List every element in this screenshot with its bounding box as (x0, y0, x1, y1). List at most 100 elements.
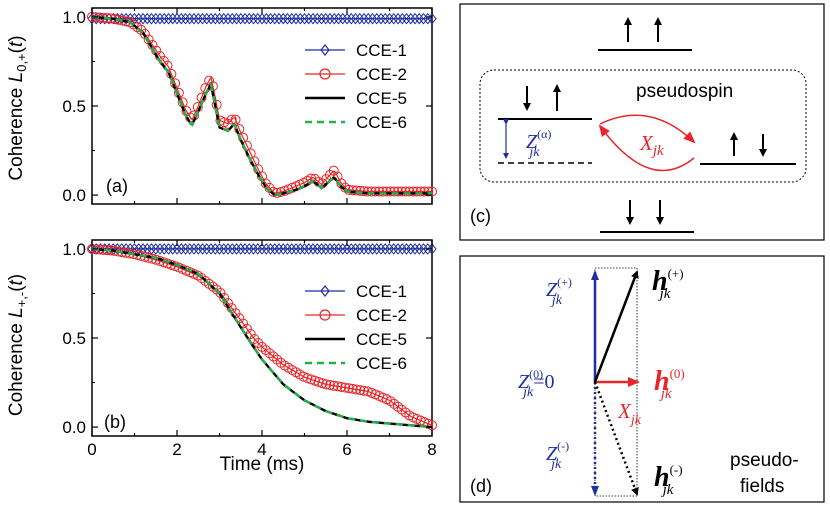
panel-a-series-cce-1-point (185, 12, 195, 25)
panel-b-series-cce-1-point (176, 243, 186, 255)
panel-b-series-cce-1-point (287, 243, 297, 255)
panel-b-legend-marker (320, 285, 330, 297)
panel-a-series-cce-2-point (268, 186, 279, 197)
panel-a-legend-label: CCE-2 (356, 65, 407, 84)
panel-b-series-cce-1-point (193, 243, 203, 255)
panel-d-label: (d) (470, 476, 492, 496)
panel-b-series-cce-2-point (215, 287, 226, 298)
panel-a-series-cce-1-point (223, 12, 233, 25)
panel-a-series-cce-2-point (404, 186, 415, 197)
panel-c-diagram: Z(α) jk Xjk pseudospin (c) (459, 3, 825, 241)
panel-b-series-cce-1-point (240, 243, 250, 255)
panel-b-series-cce-1-point (236, 243, 246, 255)
panel-a-series-cce-1-point (227, 12, 237, 25)
panel-a-label: (a) (106, 176, 128, 196)
panel-b-series-cce-1-point (372, 243, 382, 255)
panel-b-series-cce-2-point (393, 401, 403, 412)
panel-c-frame (459, 3, 825, 241)
panel-b-xtick-label: 4 (257, 440, 266, 459)
panel-b-plot-area (87, 243, 437, 431)
panel-a-series-cce-1-point (295, 12, 305, 25)
panel-a-series-cce-1-point (346, 12, 356, 25)
panel-a-ytick-label: 0.5 (62, 97, 86, 116)
panel-b-series-cce-2-point (321, 379, 332, 390)
panel-a-series-cce-2-point (204, 75, 215, 86)
panel-b-series-cce-2-point (351, 384, 362, 395)
panel-a-legend: CCE-1 CCE-2 CCE-5 CCE-6 (305, 41, 407, 132)
panel-b-xlabel: Time (ms) (220, 454, 305, 475)
panel-a-series-cce-1-point (155, 12, 165, 25)
panel-a-series-cce-1-point (321, 12, 331, 25)
panel-a-series-cce-2-point (427, 186, 437, 197)
panel-b-legend-label: CCE-6 (356, 354, 407, 373)
panel-a-series-cce-1-point (210, 12, 220, 25)
panel-b-series-cce-2-point (389, 398, 400, 409)
panel-a-series-cce-1-point (282, 12, 293, 25)
panel-b-ylabel: Coherence L+,-(t) (6, 274, 29, 416)
panel-b-ytick-label: 0.5 (62, 329, 86, 348)
panel-a-series-cce-6 (91, 15, 432, 197)
panel-a-series-cce-1-point (142, 12, 152, 25)
panel-b-series-cce-1-point (401, 243, 412, 255)
panel-b-axes: 0.0 0.5 1.0 0 2 4 6 8 (62, 240, 436, 459)
panel-b-xtick-label: 2 (172, 440, 181, 459)
h-plus-arrow (593, 270, 639, 383)
panel-b-series-cce-2-point (196, 273, 207, 284)
panel-b-series-cce-2-point (343, 383, 354, 394)
panel-a-axes: 0.0 0.5 1.0 (62, 8, 433, 205)
panel-a-series-cce-2-point (226, 114, 237, 125)
panel-a-series-cce-1-point (342, 12, 352, 25)
panel-b-series-cce-1-point (244, 243, 254, 255)
panel-a-legend-marker (319, 68, 331, 80)
panel-b-legend: CCE-1 CCE-2 CCE-5 CCE-6 (305, 282, 407, 373)
panel-a-series-cce-1-point (316, 12, 327, 25)
panel-a-series-cce-1-point (172, 12, 182, 25)
panel-a-series-cce-1-point (299, 12, 310, 25)
panel-b-series-cce-1-point (168, 243, 178, 255)
panel-a-series-cce-1-point (355, 12, 365, 25)
panel-b-series-cce-1-point (333, 243, 344, 255)
panel-b-series-cce-1-point (202, 243, 212, 255)
panel-d-diagram: Z(+) jk Z(0) jk=0 Z(-) jk Xjk h(+) jk h(0) jk… (459, 255, 825, 503)
z-zero-label: Z(0) jk=0 (518, 367, 555, 400)
panel-a-series-cce-2-point (374, 186, 385, 197)
panel-a-series-cce-1-point (376, 12, 386, 25)
panel-a-series-cce-1-point (325, 12, 335, 25)
panel-b-series-cce-2-point (400, 407, 411, 418)
panel-a-series-cce-2-point (139, 28, 150, 39)
panel-a-plot-area (87, 11, 437, 198)
panel-a-series-cce-1-point (265, 12, 276, 25)
panel-b-series-cce-1-point (308, 243, 318, 255)
panel-a-series-cce-1-point (240, 12, 250, 25)
panel-b-series-cce-1-point (274, 243, 284, 255)
panel-b-series-cce-1-point (376, 243, 386, 255)
panel-a-series-cce-2-point (423, 186, 434, 197)
panel-b-series-cce-1-point (282, 243, 293, 255)
panel-a-series-cce-1-point (410, 12, 420, 25)
panel-b-series-cce-1-point (342, 243, 352, 255)
panel-a-series-cce-2-point (411, 186, 422, 197)
panel-a-series-cce-2-point (355, 185, 366, 196)
panel-a-series-cce-2-point (400, 186, 411, 197)
panel-b-series-cce-1-point (359, 243, 369, 255)
panel-a-series-cce-1-point (257, 12, 267, 25)
panel-b-series-cce-1-point (248, 243, 259, 255)
panel-a-series-cce-1-point (248, 12, 259, 25)
panel-b-series-cce-2-point (347, 383, 358, 394)
panel-a-legend-label: CCE-1 (356, 41, 407, 60)
panel-a-series-cce-2-point (415, 186, 426, 197)
panel-b-series-cce-2-point (332, 381, 343, 392)
panel-a-series-cce-1-point (176, 12, 186, 25)
panel-b-series-cce-1-point (214, 243, 225, 255)
panel-b-series-cce-1-point (325, 243, 335, 255)
panel-b-series-cce-1-point (329, 243, 339, 255)
panel-a-series-cce-1-point (397, 12, 407, 25)
panel-b-series-cce-1-point (321, 243, 331, 255)
pseudospin-text: pseudospin (636, 81, 733, 102)
panel-b-series-cce-2-point (257, 341, 267, 352)
panel-b-series-cce-1-point (151, 243, 161, 255)
panel-b-legend-label: CCE-1 (356, 282, 407, 301)
panel-b-series-cce-2-point (336, 381, 347, 392)
panel-a-ytick-label: 0.0 (62, 186, 86, 205)
